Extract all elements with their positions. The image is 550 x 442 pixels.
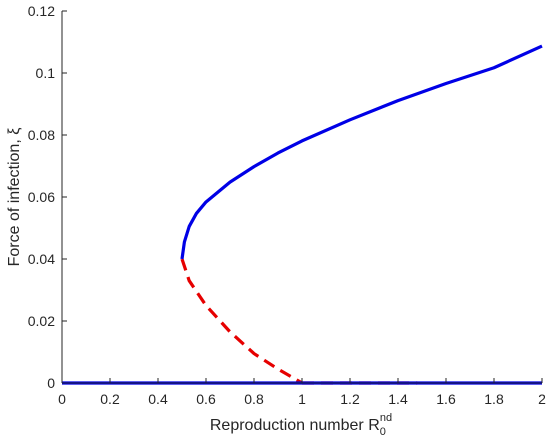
x-axis-title: Reproduction number R0nd [210, 412, 392, 438]
y-tick-label: 0.08 [28, 127, 55, 143]
series-layer [62, 44, 543, 385]
x-tick-label: 1 [298, 391, 306, 407]
x-tick-label: 0 [58, 391, 66, 407]
y-tick-label: 0.06 [28, 189, 55, 205]
y-tick-label: 0.02 [28, 313, 55, 329]
y-tick-label: 0.12 [28, 3, 55, 19]
x-tick-label: 0.4 [148, 391, 168, 407]
x-tick-label: 0.6 [196, 391, 216, 407]
y-tick-label: 0 [47, 375, 55, 391]
y-tick-label: 0.1 [36, 65, 56, 81]
x-tick-label: 1.2 [340, 391, 360, 407]
ticks: 0 0.2 0.4 0.6 0.8 1 1.2 1.4 1.6 1.8 2 0 0.02 0.04 0.06… [28, 3, 546, 407]
y-axis-title: Force of infection, ξ [6, 128, 23, 267]
x-tick-label: 0.8 [244, 391, 264, 407]
x-tick-label: 1.8 [484, 391, 504, 407]
x-tick-label: 0.2 [100, 391, 120, 407]
series-line-2 [180, 258, 303, 385]
series-line-3 [180, 44, 543, 260]
axes [61, 11, 542, 384]
x-tick-label: 1.6 [436, 391, 456, 407]
x-tick-label: 2 [538, 391, 546, 407]
x-tick-label: 1.4 [388, 391, 408, 407]
y-tick-label: 0.04 [28, 251, 55, 267]
